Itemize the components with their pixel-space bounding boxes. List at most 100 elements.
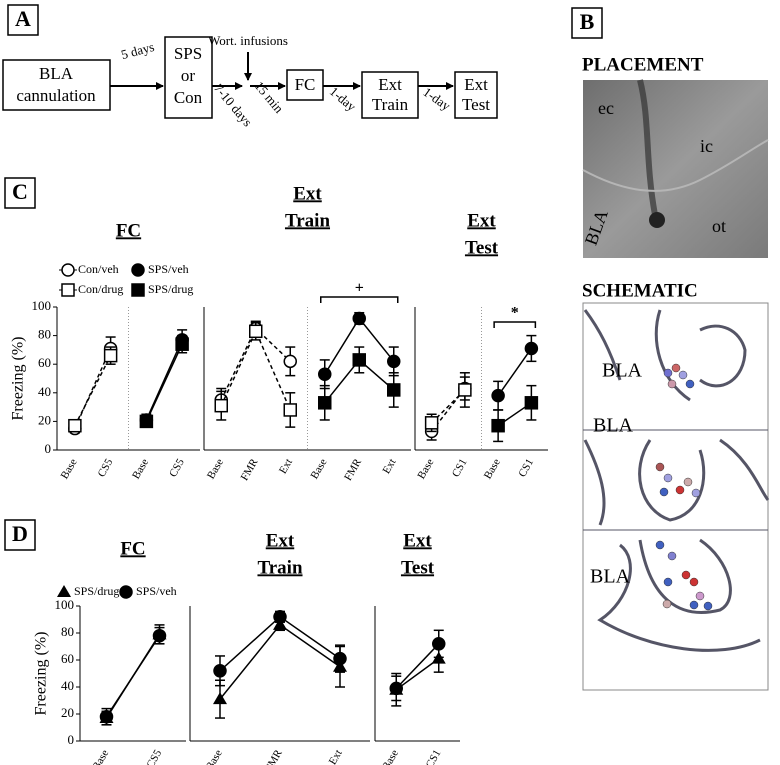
- schematic-dots: [655, 363, 713, 611]
- series: [213, 617, 347, 719]
- legend: Con/veh Con/drug SPS/veh SPS/drug SPS/drug SP…: [57, 262, 193, 599]
- x-tick-label: FMR: [342, 456, 364, 483]
- flow-text: Ext: [464, 75, 488, 94]
- plot-frame: FC 0 20 40 60 80 100 Freezing (%) Base CS5 Base CS5: [10, 220, 200, 481]
- flow-text: Ext: [378, 75, 402, 94]
- y-axis-label: Freezing (%): [10, 337, 27, 421]
- x-tick-label: CS5: [144, 747, 164, 765]
- marker: [213, 692, 227, 705]
- placement-label: ic: [700, 136, 713, 156]
- x-tick-label: CS1: [516, 457, 536, 479]
- legend-label: SPS/drug: [74, 584, 119, 598]
- subplot-title: Ext: [467, 210, 496, 231]
- marker: [214, 398, 228, 413]
- flow-text: Con: [174, 88, 203, 107]
- flow-text: FC: [295, 75, 316, 94]
- y-tick-label: 40: [61, 678, 74, 693]
- marker: [491, 418, 505, 433]
- marker: [524, 341, 539, 356]
- marker: [68, 418, 82, 433]
- series: [213, 610, 347, 687]
- x-tick-label: Base: [59, 457, 80, 482]
- significance-mark: *: [511, 305, 519, 322]
- marker: [318, 396, 332, 410]
- marker: [175, 337, 189, 351]
- x-tick-label: Base: [205, 457, 226, 482]
- marker: [524, 396, 539, 410]
- significance-bracket: [320, 296, 399, 303]
- y-tick-label: 80: [61, 624, 74, 639]
- placement: PLACEMENT ec ic BLA ot: [581, 54, 769, 258]
- schematic-outlines: [583, 309, 770, 652]
- flow-box: [2, 59, 111, 111]
- y-tick-label: 0: [68, 732, 75, 747]
- subplot-title: FC: [120, 538, 145, 559]
- marker: [213, 664, 227, 678]
- significance-bracket: [493, 321, 537, 328]
- series: [491, 334, 539, 411]
- panel-label-c: C: [4, 177, 36, 209]
- x-tick-label: CS5: [96, 456, 116, 479]
- plot-frame: Ext Train Base FMR Ext Base FMR Ext +: [203, 183, 411, 483]
- x-tick-label: FMR: [239, 456, 261, 483]
- subplot-title: Train: [257, 557, 302, 578]
- placement-image: [583, 80, 768, 258]
- marker: [387, 383, 401, 397]
- x-tick-label: Base: [415, 457, 436, 482]
- flow-step: 15 min: [252, 78, 287, 116]
- series-line: [105, 635, 161, 718]
- series-line: [74, 355, 112, 427]
- placement-title: PLACEMENT: [582, 54, 704, 75]
- schematic-label: BLA: [602, 360, 643, 382]
- plot-frame: Ext Test Base CS1: [374, 530, 460, 765]
- panel-letter: D: [12, 521, 28, 546]
- plot-frame: FC 0 20 40 60 80 100 Freezing (%) Base CS5: [33, 538, 186, 765]
- series: [491, 384, 539, 443]
- panel-letter: B: [580, 9, 595, 34]
- series: [424, 372, 472, 433]
- marker: [61, 263, 75, 277]
- marker: [352, 353, 366, 367]
- y-tick-label: 20: [61, 705, 74, 720]
- marker: [458, 383, 472, 397]
- x-tick-label: Ext: [277, 457, 295, 476]
- placement-label: ot: [712, 216, 726, 236]
- marker: [491, 388, 505, 403]
- marker: [387, 354, 401, 369]
- legend-label: Con/veh: [78, 262, 119, 276]
- flow-step: 1-day: [327, 84, 360, 115]
- series-line: [145, 343, 183, 422]
- flow-text: Train: [372, 95, 409, 114]
- series: [139, 334, 189, 429]
- subplot-title: FC: [116, 220, 141, 241]
- marker: [283, 354, 297, 369]
- subplot-title: Ext: [403, 530, 432, 551]
- y-tick-label: 20: [38, 412, 51, 427]
- flow-step: 5 days: [119, 39, 155, 62]
- x-tick-label: CS1: [424, 748, 444, 765]
- y-axis-label: Freezing (%): [33, 632, 50, 716]
- x-tick-label: Base: [308, 457, 329, 482]
- marker: [273, 610, 287, 624]
- tissue-edge: [582, 139, 769, 192]
- y-tick-label: 40: [38, 384, 51, 399]
- series-line: [220, 329, 291, 411]
- schematic-title: SCHEMATIC: [582, 280, 698, 301]
- x-tick-label: Ext: [327, 748, 345, 765]
- x-tick-label: CS5: [167, 456, 187, 479]
- marker: [61, 283, 75, 297]
- cannula-track: [637, 79, 658, 216]
- legend-label: SPS/drug: [148, 282, 193, 296]
- legend-label: SPS/veh: [148, 262, 189, 276]
- subplot-title: Test: [401, 557, 435, 578]
- subplot-title: Train: [285, 210, 330, 231]
- x-tick-label: CS1: [450, 457, 470, 479]
- significance-mark: +: [355, 280, 364, 297]
- legend-label: SPS/veh: [136, 584, 177, 598]
- series-line: [497, 348, 532, 397]
- y-tick-label: 80: [38, 327, 51, 342]
- schematic-label: BLA: [590, 566, 631, 588]
- marker: [99, 709, 114, 724]
- marker: [249, 324, 263, 339]
